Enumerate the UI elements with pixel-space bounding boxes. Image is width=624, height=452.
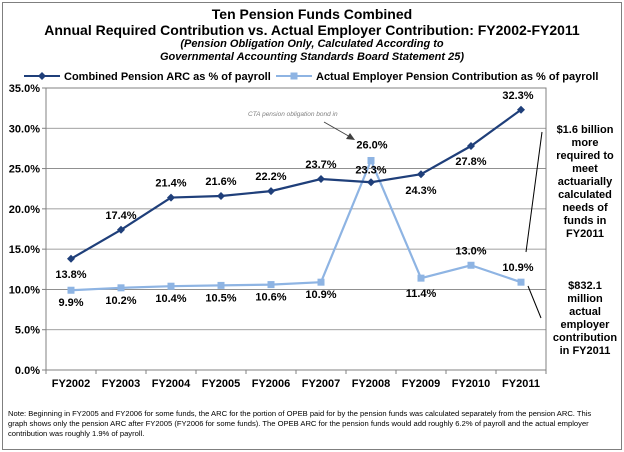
actual-data-label: 10.9%: [305, 289, 336, 301]
actual-data-label: 10.6%: [255, 292, 286, 304]
arc-gap-annotation-line: required to: [556, 150, 614, 162]
arc-data-point: [267, 187, 275, 196]
y-tick-label: 30.0%: [9, 123, 40, 135]
actual-data-label: 13.0%: [455, 245, 486, 257]
arc-data-point: [317, 175, 325, 184]
x-tick-label: FY2005: [202, 378, 241, 390]
arc-gap-annotation-line: $1.6 billion: [557, 124, 614, 136]
chart-title-line-1: Ten Pension Funds Combined: [211, 6, 413, 22]
bond-arrow-line: [323, 121, 353, 139]
actual-data-point: [367, 157, 375, 165]
x-tick-label: FY2004: [152, 378, 191, 390]
arc-data-label: 21.6%: [205, 176, 236, 188]
series-line-actual-contribution: [70, 157, 522, 292]
arc-data-label: 22.2%: [255, 171, 286, 183]
chart-title-line-2: Annual Required Contribution vs. Actual …: [44, 22, 580, 38]
x-tick-label: FY2011: [502, 378, 540, 390]
y-tick-label: 5.0%: [15, 325, 40, 337]
actual-data-point: [217, 281, 225, 289]
arc-data-point: [517, 105, 525, 114]
arc-data-point: [367, 178, 375, 187]
legend-marker-actual: [290, 72, 298, 80]
bond-arrow-head: [346, 133, 355, 140]
actual-note-annotation-line: employer: [561, 319, 611, 331]
y-tick-label: 10.0%: [9, 284, 40, 296]
actual-note-annotation-line: $832.1: [568, 280, 602, 292]
arc-data-label: 24.3%: [405, 185, 436, 197]
arc-data-point: [417, 170, 425, 179]
actual-data-point: [467, 261, 475, 269]
actual-data-label: 10.9%: [502, 262, 533, 274]
actual-data-point: [67, 286, 75, 294]
arc-data-label: 23.3%: [355, 164, 386, 176]
x-tick-label: FY2006: [252, 378, 291, 390]
arc-data-label: 27.8%: [455, 156, 486, 168]
x-tick-label: FY2008: [352, 378, 391, 390]
actual-data-point: [417, 274, 425, 282]
arc-data-label: 23.7%: [305, 159, 336, 171]
y-tick-label: 20.0%: [9, 204, 40, 216]
actual-data-label: 9.9%: [58, 297, 83, 309]
actual-data-point: [167, 282, 175, 290]
series-line-pension-arc: [70, 108, 522, 260]
arc-gap-annotation-line: FY2011: [566, 228, 604, 240]
actual-data-label: 10.4%: [155, 293, 186, 305]
legend-label-arc: Combined Pension ARC as % of payroll: [64, 71, 271, 83]
legend-marker-arc: [38, 72, 46, 80]
arc-gap-annotation-line: meet: [572, 163, 598, 175]
footnote: Note: Beginning in FY2005 and FY2006 for…: [8, 409, 592, 438]
y-tick-label: 15.0%: [9, 244, 40, 256]
arc-gap-annotation-line: more: [572, 137, 599, 149]
actual-data-point: [267, 281, 275, 289]
arc-data-point: [117, 225, 125, 234]
legend-label-actual: Actual Employer Pension Contribution as …: [316, 71, 598, 83]
actual-data-point: [517, 278, 525, 286]
actual-data-point: [317, 278, 325, 286]
chart-subtitle-line-2: Governmental Accounting Standards Board …: [160, 51, 464, 63]
arc-data-label: 13.8%: [55, 269, 86, 281]
arc-data-label: 17.4%: [105, 210, 136, 222]
y-tick-label: 25.0%: [9, 164, 40, 176]
arc-gap-connector: [525, 131, 543, 253]
actual-note-connector: [527, 285, 542, 319]
arc-data-point: [217, 191, 225, 200]
actual-data-point: [117, 284, 125, 292]
x-tick-label: FY2002: [52, 378, 91, 390]
arc-data-label: 21.4%: [155, 178, 186, 190]
arc-data-point: [167, 193, 175, 202]
actual-note-annotation-line: contribution: [553, 332, 617, 344]
x-tick-label: FY2010: [452, 378, 491, 390]
arc-gap-annotation-line: actuarially: [558, 176, 613, 188]
actual-note-annotation-line: million: [567, 293, 603, 305]
x-tick-label: FY2009: [402, 378, 441, 390]
arc-data-point: [467, 142, 475, 151]
y-tick-label: 35.0%: [9, 83, 40, 95]
y-tick-label: 0.0%: [15, 365, 40, 377]
actual-data-label: 10.2%: [105, 295, 136, 307]
arc-gap-annotation-line: funds in: [564, 215, 607, 227]
actual-data-label: 11.4%: [406, 288, 437, 300]
actual-note-annotation-line: actual: [569, 306, 601, 318]
arc-data-label: 32.3%: [502, 90, 533, 102]
bond-annotation: CTA pension obligation bond in: [248, 111, 338, 118]
x-tick-label: FY2003: [102, 378, 141, 390]
x-tick-label: FY2007: [302, 378, 341, 390]
actual-data-label: 10.5%: [205, 292, 236, 304]
arc-data-point: [67, 254, 75, 263]
arc-gap-annotation-line: calculated: [558, 189, 612, 201]
actual-data-label: 26.0%: [356, 140, 387, 152]
actual-note-annotation-line: in FY2011: [560, 345, 611, 357]
chart-subtitle-line-1: (Pension Obligation Only, Calculated Acc…: [180, 38, 444, 50]
arc-gap-annotation-line: needs of: [562, 202, 608, 214]
